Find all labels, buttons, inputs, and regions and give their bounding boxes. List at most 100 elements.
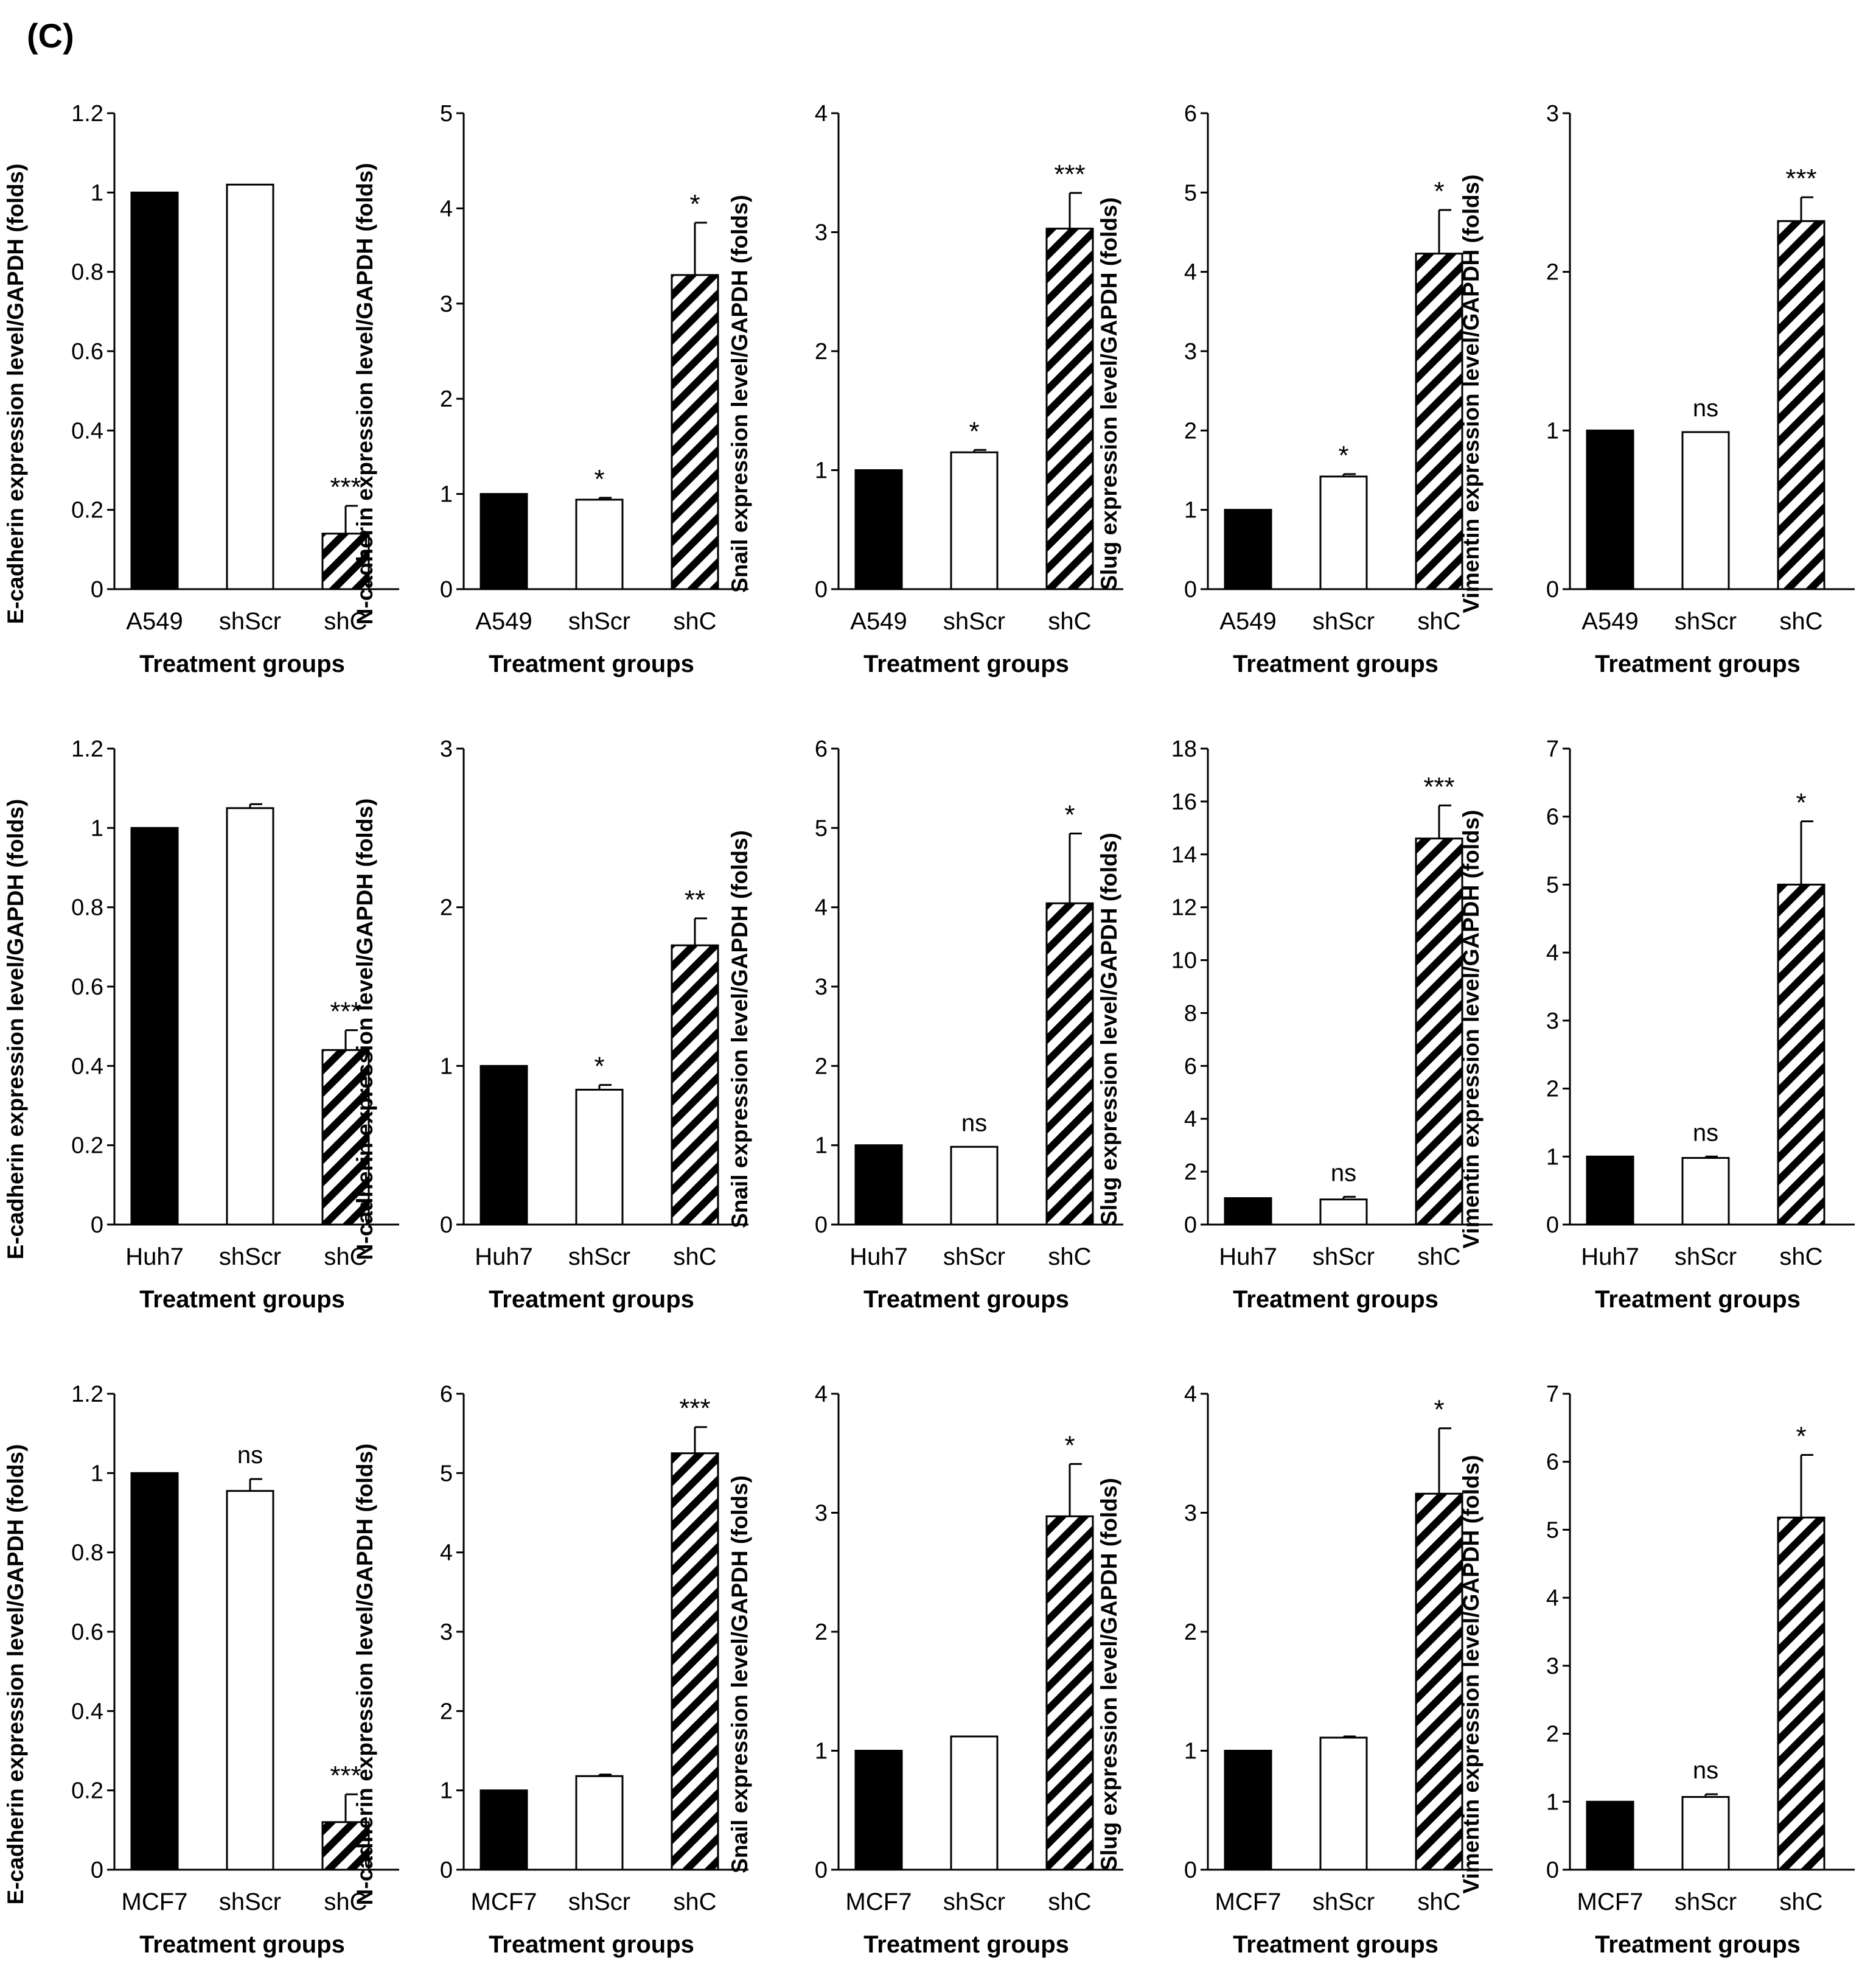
x-tick-label: shC: [1417, 608, 1460, 635]
y-tick-label: 1: [1546, 1789, 1559, 1815]
x-axis-title: Treatment groups: [489, 651, 694, 677]
y-tick-label: 2: [1184, 1620, 1197, 1645]
bar: [671, 274, 719, 590]
bar: [1586, 1800, 1634, 1871]
x-tick-label: Huh7: [125, 1243, 184, 1270]
x-tick-label: Huh7: [475, 1243, 533, 1270]
y-tick-label: 1: [1184, 1739, 1197, 1764]
y-tick-label: 4: [1546, 1585, 1559, 1611]
y-tick-label: 2: [1546, 1077, 1559, 1102]
bar: [226, 183, 274, 590]
y-tick-label: 18: [1171, 736, 1197, 762]
y-tick-label: 0: [1546, 577, 1559, 603]
y-tick-label: 2: [1184, 1159, 1197, 1185]
bar: [1681, 1795, 1730, 1871]
y-tick-label: 2: [440, 1699, 453, 1724]
bar: [854, 1750, 903, 1871]
bar: [1045, 1515, 1094, 1871]
y-tick-label: 0.6: [71, 339, 103, 365]
y-tick-label: 0: [1184, 1212, 1197, 1238]
x-tick-label: shC: [673, 1243, 716, 1270]
x-tick-label: shC: [1417, 1889, 1460, 1915]
x-tick-label: Huh7: [1219, 1243, 1277, 1270]
y-tick-label: 0: [440, 1858, 453, 1883]
y-tick-label: 0: [1546, 1212, 1559, 1238]
y-tick-label: 3: [1184, 339, 1197, 365]
chart-panel: 0 1 2 3 4 Snail expression level/GAPDH (folds…: [727, 101, 1123, 677]
chart-panel: 0 1 2 3 4 5 6 N-cadherin expression level/GAPDH…: [352, 1382, 748, 1958]
x-tick-label: shScr: [568, 1243, 630, 1270]
significance-label: *: [1796, 1422, 1806, 1452]
y-tick-label: 3: [815, 974, 828, 1000]
y-tick-label: 6: [815, 736, 828, 762]
bar: [854, 469, 903, 590]
bar: [1224, 1750, 1272, 1871]
x-axis-title: Treatment groups: [1233, 651, 1438, 677]
y-tick-label: 3: [815, 1501, 828, 1526]
x-tick-label: shC: [324, 1243, 367, 1270]
bar: [950, 1735, 999, 1871]
y-tick-label: 2: [1546, 1722, 1559, 1747]
x-axis-title: Treatment groups: [1233, 1286, 1438, 1313]
y-tick-label: 5: [815, 816, 828, 841]
x-tick-label: shScr: [943, 1243, 1005, 1270]
y-axis-title: Slug expression level/GAPDH (folds): [1097, 833, 1121, 1226]
significance-label: ns: [961, 1110, 987, 1136]
x-tick-label: A549: [1581, 608, 1638, 635]
bar: [479, 1789, 528, 1871]
significance-label: ns: [1693, 1757, 1718, 1784]
bar: [1586, 429, 1634, 590]
y-tick-label: 0: [815, 577, 828, 603]
x-tick-label: shC: [1048, 1889, 1091, 1915]
y-tick-label: 1: [815, 458, 828, 484]
chart-panel: 0 1 2 3 4 5 N-cadherin expression level/GAPDH …: [352, 101, 748, 677]
significance-label: ns: [1693, 395, 1718, 422]
y-tick-label: 12: [1171, 895, 1197, 921]
y-tick-label: 0.8: [71, 260, 103, 285]
x-tick-label: MCF7: [1215, 1889, 1281, 1915]
y-tick-label: 16: [1171, 789, 1197, 815]
x-tick-label: Huh7: [849, 1243, 908, 1270]
significance-label: ***: [1423, 772, 1454, 802]
y-tick-label: 0: [91, 577, 103, 603]
bar: [1319, 1736, 1368, 1871]
chart-panel: 0 0.2 0.4 0.6 0.8 1 1.2 E-cadherin expression l…: [3, 736, 399, 1313]
x-axis-title: Treatment groups: [1595, 651, 1801, 677]
y-tick-label: 5: [440, 1461, 453, 1486]
y-tick-label: 0: [815, 1858, 828, 1883]
x-tick-label: shScr: [1313, 1889, 1375, 1915]
bar: [1777, 1516, 1825, 1871]
x-tick-label: shC: [1779, 1889, 1822, 1915]
bar: [1415, 1492, 1463, 1871]
y-tick-label: 1.2: [71, 1382, 103, 1407]
x-tick-label: A549: [1219, 608, 1276, 635]
y-tick-label: 2: [440, 895, 453, 921]
y-tick-label: 0: [440, 1212, 453, 1238]
y-tick-label: 1: [91, 180, 103, 206]
bar: [1777, 220, 1825, 590]
bar: [1224, 509, 1272, 590]
y-tick-label: 0.4: [71, 418, 103, 444]
x-tick-label: shC: [324, 608, 367, 635]
bar: [575, 1775, 624, 1871]
bar: [130, 1472, 179, 1871]
x-axis-title: Treatment groups: [139, 651, 345, 677]
significance-label: *: [594, 1052, 604, 1082]
bar: [1319, 1198, 1368, 1226]
x-tick-label: shScr: [1675, 1889, 1737, 1915]
x-tick-label: shC: [1779, 608, 1822, 635]
x-axis-title: Treatment groups: [1595, 1931, 1801, 1958]
y-tick-label: 2: [815, 1620, 828, 1645]
y-tick-label: 7: [1546, 736, 1559, 762]
bar: [950, 451, 999, 590]
x-tick-label: shScr: [1313, 1243, 1375, 1270]
y-tick-label: 0: [815, 1212, 828, 1238]
y-tick-label: 2: [815, 1054, 828, 1079]
y-tick-label: 10: [1171, 948, 1197, 974]
y-tick-label: 4: [440, 196, 453, 222]
significance-label: *: [1338, 441, 1348, 470]
y-tick-label: 1.2: [71, 101, 103, 127]
chart-panel: 0 1 2 3 N-cadherin expression level/GAPDH (f…: [352, 736, 748, 1313]
chart-panel: 0 1 2 3 Vimentin expression level/GAPDH (fol…: [1459, 101, 1855, 677]
x-tick-label: MCF7: [1577, 1889, 1644, 1915]
